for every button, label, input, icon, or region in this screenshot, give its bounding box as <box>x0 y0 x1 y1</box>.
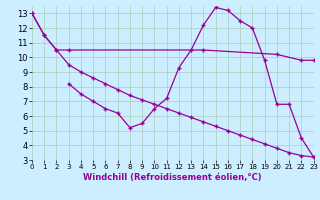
X-axis label: Windchill (Refroidissement éolien,°C): Windchill (Refroidissement éolien,°C) <box>84 173 262 182</box>
